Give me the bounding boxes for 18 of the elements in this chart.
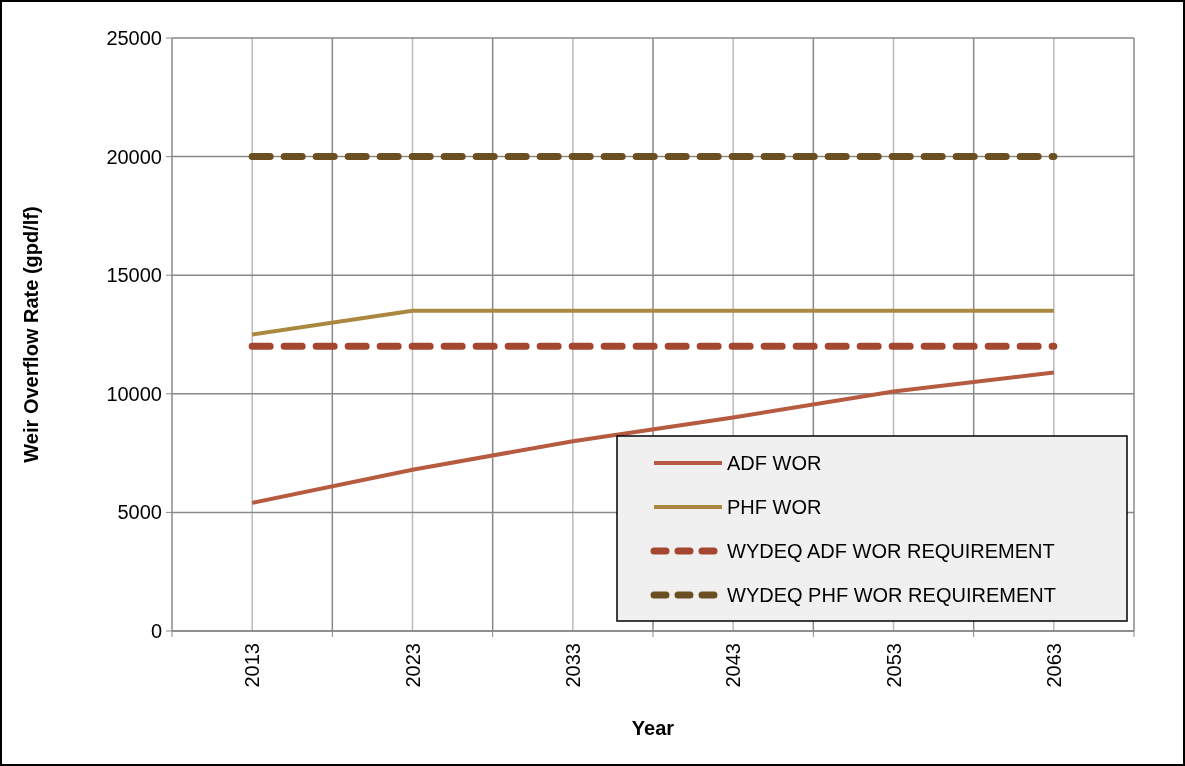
x-tick-label: 2013 xyxy=(241,643,264,688)
x-tick-label: 2043 xyxy=(722,643,745,688)
legend-label: PHF WOR xyxy=(727,496,822,518)
y-tick-label: 25000 xyxy=(106,27,162,49)
legend-label: WYDEQ ADF WOR REQUIREMENT xyxy=(727,540,1055,562)
x-axis-title: Year xyxy=(631,717,675,739)
legend-label: ADF WOR xyxy=(727,452,822,474)
x-tick-label: 2053 xyxy=(882,643,905,688)
y-axis-title: Weir Overflow Rate (gpd/lf) xyxy=(20,206,42,463)
x-tick-label: 2023 xyxy=(401,643,424,688)
y-tick-label: 15000 xyxy=(106,264,162,287)
legend-label: WYDEQ PHF WOR REQUIREMENT xyxy=(727,584,1056,606)
x-tick-label: 2033 xyxy=(561,643,584,688)
y-tick-label: 5000 xyxy=(117,501,162,524)
y-tick-label: 10000 xyxy=(106,382,162,405)
y-tick-label: 20000 xyxy=(106,145,162,168)
x-tick-label: 2063 xyxy=(1042,643,1065,688)
y-tick-label: 0 xyxy=(150,620,162,642)
